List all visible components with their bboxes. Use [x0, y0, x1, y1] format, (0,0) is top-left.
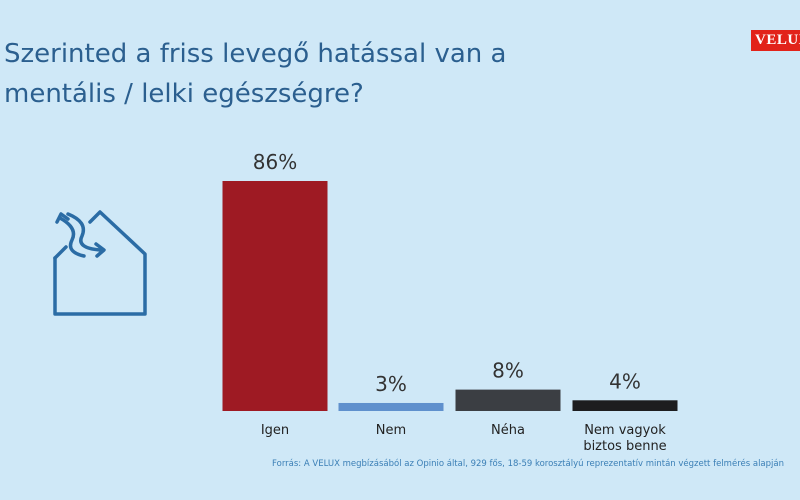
value-label: 86%: [253, 150, 297, 174]
x-tick-label: Igen: [260, 423, 290, 438]
x-tick-label: Nem vagyok biztos benne: [583, 423, 667, 454]
x-tick-label: Nem: [375, 423, 407, 438]
logo: VELUX: [750, 30, 800, 51]
bar: [222, 181, 328, 411]
bar: [338, 402, 444, 411]
house-icon: [53, 210, 147, 316]
source-note: Forrás: A VELUX megbízásából az Opinio á…: [272, 459, 784, 469]
value-label: 8%: [492, 359, 524, 383]
bar: [455, 389, 561, 411]
x-tick-label: Néha: [491, 423, 525, 438]
bar: [572, 400, 678, 411]
value-label: 4%: [609, 369, 641, 393]
chart-title: Szerinted a friss levegő hatással van a …: [4, 39, 507, 109]
value-label: 3%: [375, 372, 407, 396]
